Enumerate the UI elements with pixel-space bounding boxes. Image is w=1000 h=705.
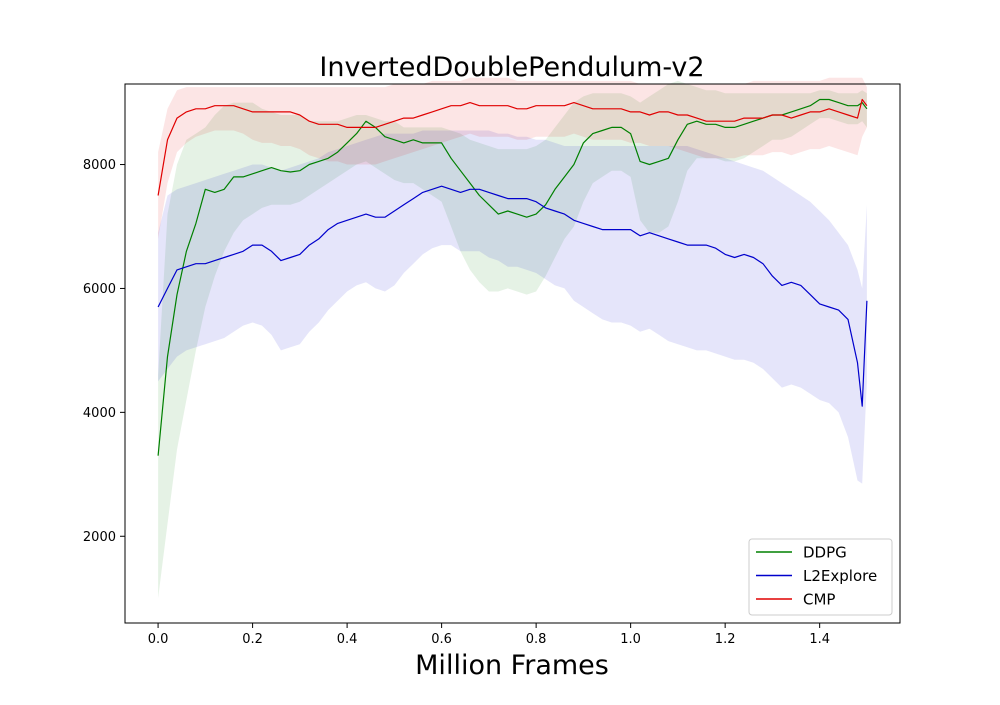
- x-tick-label: 0.0: [148, 632, 169, 647]
- band-cmp: [158, 77, 867, 239]
- x-tick-label: 1.0: [620, 632, 641, 647]
- y-tick-label: 4000: [83, 406, 116, 421]
- band-ddpg: [158, 80, 867, 599]
- series-line-l2explore: [157, 185, 868, 407]
- legend: DDPG L2Explore CMP: [748, 538, 893, 616]
- y-tick-label: 6000: [83, 282, 116, 297]
- x-tick-label: 0.6: [431, 632, 452, 647]
- legend-label-cmp: CMP: [803, 591, 835, 609]
- y-tick-label: 2000: [83, 530, 116, 545]
- plot-frame: [124, 83, 901, 624]
- x-tick-label: 0.2: [242, 632, 263, 647]
- x-tick-label: 1.2: [715, 632, 736, 647]
- y-tick-label: 8000: [83, 158, 116, 173]
- x-axis-ticks: 0.0 0.2 0.4 0.6 0.8 1.0 1.2 1.4: [148, 623, 830, 647]
- series-line-cmp: [157, 98, 868, 196]
- x-tick-label: 0.4: [337, 632, 358, 647]
- series-lines: [157, 98, 868, 456]
- legend-label-l2explore: L2Explore: [803, 567, 877, 585]
- legend-box: [748, 538, 893, 616]
- x-tick-label: 1.4: [809, 632, 830, 647]
- x-axis-label: Million Frames: [415, 650, 609, 681]
- x-tick-label: 0.8: [526, 632, 547, 647]
- confidence-bands: [158, 77, 867, 599]
- band-l2explore: [158, 130, 867, 484]
- chart-title: InvertedDoublePendulum-v2: [319, 52, 704, 83]
- series-line-ddpg: [157, 98, 868, 456]
- y-axis-ticks: 2000 4000 6000 8000: [83, 158, 125, 545]
- legend-label-ddpg: DDPG: [803, 544, 847, 562]
